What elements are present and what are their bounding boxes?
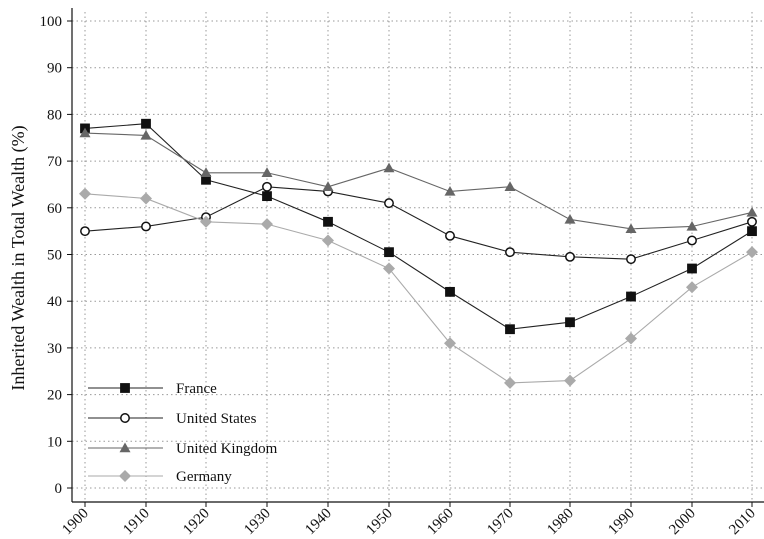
y-tick-label: 80	[47, 107, 62, 123]
data-point-germany	[383, 262, 395, 275]
data-point-germany	[504, 376, 516, 389]
data-point-united-kingdom	[625, 223, 637, 234]
series-line-france	[84, 123, 753, 330]
series-group	[79, 118, 758, 389]
y-tick-label: 100	[40, 14, 63, 30]
data-point-france	[384, 247, 394, 258]
legend-item-germany: Germany	[88, 469, 232, 485]
data-point-united-states	[445, 230, 455, 241]
y-tick-label: 0	[55, 481, 63, 497]
series-line-germany	[84, 193, 753, 384]
series-germany	[79, 187, 758, 389]
legend-marker	[119, 470, 131, 482]
data-point-germany	[140, 192, 152, 205]
legend-label: Germany	[176, 469, 232, 485]
data-point-germany	[686, 281, 698, 294]
data-point-united-kingdom	[261, 167, 273, 177]
data-point-france	[445, 286, 455, 297]
legend-label: United Kingdom	[176, 441, 278, 457]
series-united-kingdom	[79, 127, 758, 234]
data-point-united-kingdom	[746, 206, 758, 217]
data-point-united-kingdom	[686, 220, 698, 231]
grid	[72, 12, 764, 502]
data-point-france	[505, 324, 515, 335]
legend-item-united-kingdom: United Kingdom	[88, 441, 278, 457]
data-point-united-kingdom	[79, 127, 91, 138]
legend-item-france: France	[88, 381, 217, 397]
data-point-france	[626, 291, 636, 302]
legend-label: France	[176, 381, 217, 397]
series-united-states	[80, 181, 757, 265]
data-point-united-kingdom	[444, 185, 456, 196]
y-tick-label: 40	[47, 294, 62, 310]
data-point-france	[687, 263, 697, 274]
legend-marker	[120, 413, 130, 423]
legend-item-united-states: United States	[88, 411, 257, 427]
data-point-germany	[625, 332, 637, 345]
data-point-france	[323, 216, 333, 227]
data-point-united-states	[687, 235, 697, 246]
data-point-united-states	[80, 226, 90, 237]
data-point-germany	[746, 246, 758, 259]
data-point-united-states	[747, 216, 757, 227]
series-france	[80, 118, 757, 335]
legend-marker	[120, 383, 130, 393]
data-point-germany	[261, 218, 273, 231]
y-tick-label: 50	[47, 248, 62, 264]
data-point-france	[747, 226, 757, 237]
data-point-united-states	[262, 181, 272, 192]
data-point-united-kingdom	[504, 181, 516, 191]
series-line-united-states	[84, 186, 753, 260]
data-point-united-states	[384, 198, 394, 209]
data-point-united-states	[505, 247, 515, 258]
series-line-united-kingdom	[84, 132, 753, 230]
data-point-germany	[79, 187, 91, 200]
data-point-united-states	[565, 251, 575, 262]
data-point-germany	[444, 337, 456, 350]
data-point-united-kingdom	[140, 129, 152, 140]
data-point-united-kingdom	[383, 162, 395, 173]
data-point-united-states	[626, 254, 636, 265]
y-tick-label: 30	[47, 341, 62, 357]
data-point-united-kingdom	[322, 181, 334, 191]
y-tick-label: 70	[47, 154, 62, 170]
y-axis-title: Inherited Wealth in Total Wealth (%)	[8, 125, 29, 390]
data-point-france	[262, 191, 272, 202]
legend-marker	[119, 442, 131, 453]
legend-label: United States	[176, 411, 257, 427]
data-point-france	[141, 118, 151, 129]
y-tick-label: 20	[47, 388, 62, 404]
data-point-germany	[200, 215, 212, 228]
data-point-united-kingdom	[564, 213, 576, 224]
y-tick-label: 60	[47, 201, 62, 217]
legend: France United States United Kingdom Germany	[88, 381, 278, 485]
y-tick-label: 90	[47, 61, 62, 77]
data-point-germany	[564, 374, 576, 387]
data-point-united-kingdom	[200, 167, 212, 177]
data-point-united-states	[141, 221, 151, 232]
data-point-france	[565, 317, 575, 328]
y-tick-label: 10	[47, 434, 62, 450]
data-point-germany	[322, 234, 334, 247]
